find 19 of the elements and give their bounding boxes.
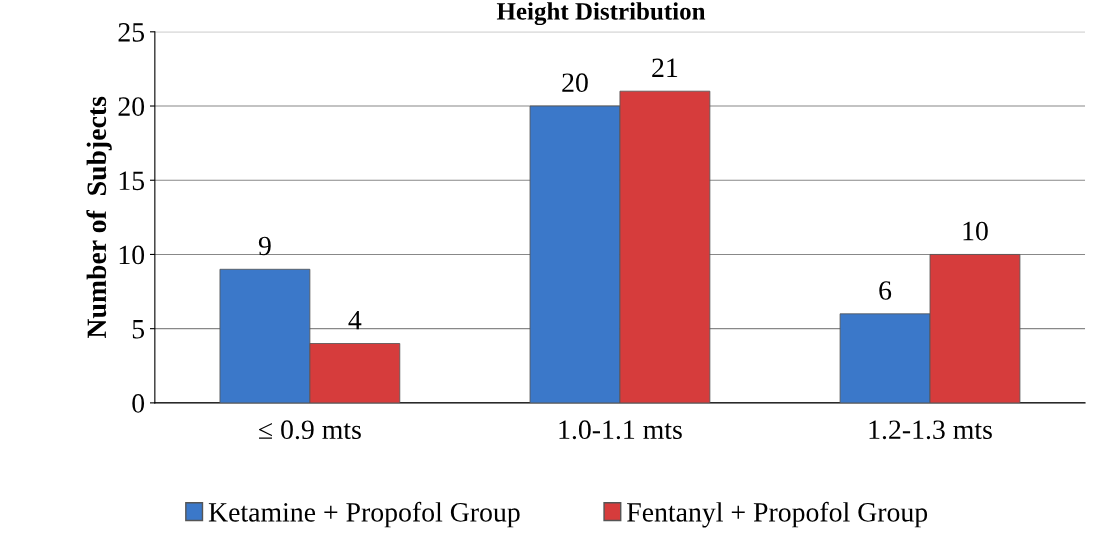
- y-tick-label: 20: [118, 97, 145, 116]
- x-tick-label: ≤ 0.9 mts: [259, 420, 361, 440]
- y-tick-label: 25: [118, 23, 145, 42]
- data-label: 9: [258, 236, 271, 256]
- legend-label: Ketamine + Propofol Group: [208, 501, 520, 528]
- data-label: 4: [348, 310, 362, 330]
- chart-title: Height Distribution: [496, 2, 706, 26]
- y-tick-label: 5: [132, 320, 145, 339]
- data-label: 10: [963, 221, 988, 241]
- data-label: 6: [879, 281, 892, 300]
- y-axis-title: Number of Subjects: [86, 96, 112, 339]
- data-label: 21: [652, 58, 678, 77]
- x-tick-label: 1.0-1.1 mts: [559, 420, 682, 440]
- y-tick-label: 0: [132, 394, 145, 413]
- y-tick-label: 10: [119, 245, 145, 265]
- x-tick-label: 1.2-1.3 mts: [869, 420, 992, 440]
- legend-label: Fentanyl + Propofol Group: [627, 501, 928, 528]
- data-label: 20: [562, 73, 588, 93]
- y-tick-label: 15: [119, 171, 145, 191]
